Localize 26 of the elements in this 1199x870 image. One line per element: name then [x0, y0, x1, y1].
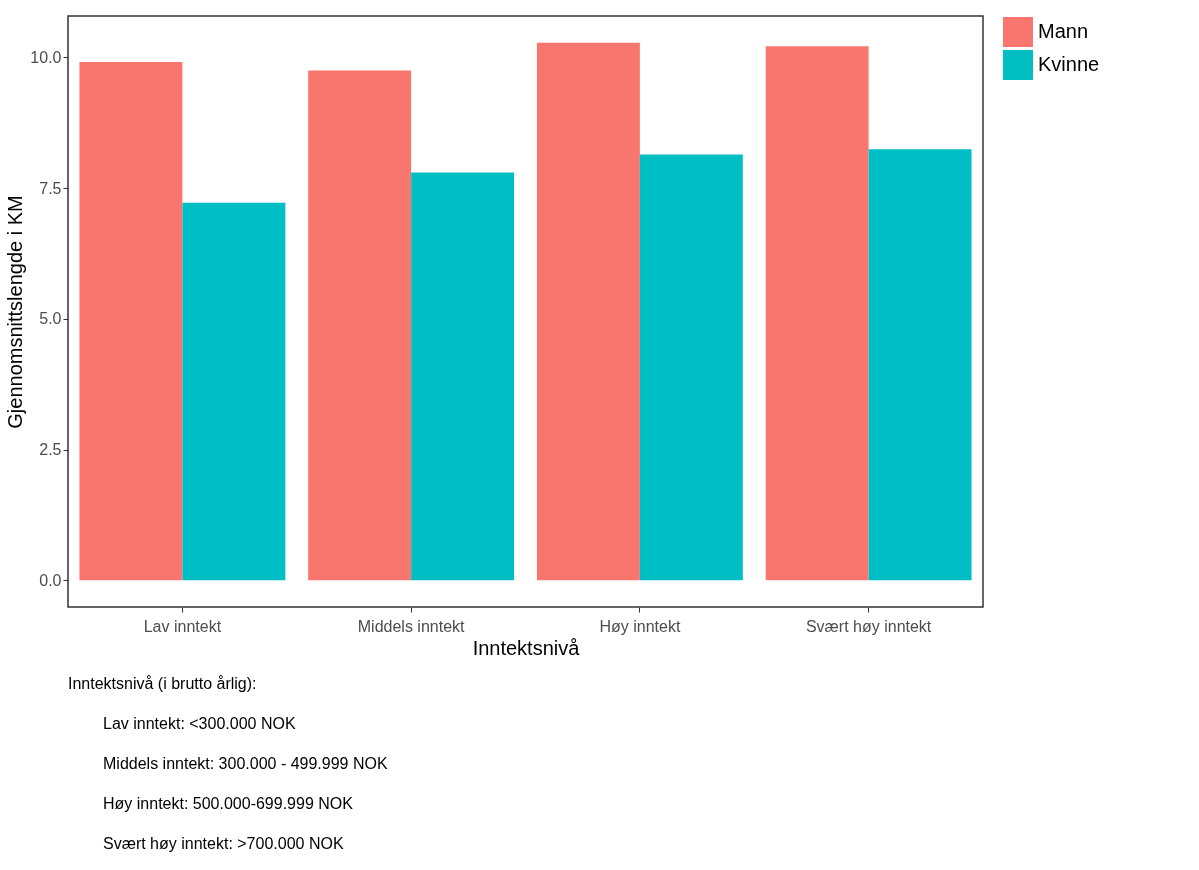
- x-tick-label: Høy inntekt: [599, 617, 681, 635]
- x-axis-title: Inntektsnivå: [472, 636, 581, 659]
- bar: [639, 154, 743, 581]
- text: Høy inntekt: 500.000-699.999 NOK: [103, 795, 354, 812]
- x-tick-label: Middels inntekt: [357, 617, 466, 635]
- text: Middels inntekt: 300.000 - 499.999 NOK: [103, 755, 388, 772]
- y-tick-label: 10.0: [30, 48, 62, 66]
- y-tick-label: 7.5: [39, 179, 62, 197]
- text: Svært høy inntekt: >700.000 NOK: [103, 835, 344, 852]
- y-tick-label: 0.0: [39, 571, 62, 589]
- x-tick-label: Svært høy inntekt: [805, 617, 932, 635]
- y-tick-label: 2.5: [39, 441, 62, 459]
- y-tick-label: 5.0: [39, 310, 62, 328]
- bar: [765, 46, 869, 581]
- bar: [411, 172, 515, 581]
- x-tick-label: Lav inntekt: [143, 617, 222, 635]
- y-axis-title: Gjennomsnittslengde i KM: [4, 195, 27, 429]
- bar: [536, 42, 640, 581]
- legend-label: Mann: [1038, 20, 1089, 42]
- bar: [308, 70, 412, 581]
- bar: [868, 149, 972, 581]
- legend-label: Kvinne: [1038, 53, 1100, 75]
- bar: [79, 62, 183, 581]
- bar: [182, 202, 286, 581]
- text: Inntektsnivå (i brutto årlig):: [68, 675, 257, 692]
- text: Lav inntekt: <300.000 NOK: [103, 715, 296, 732]
